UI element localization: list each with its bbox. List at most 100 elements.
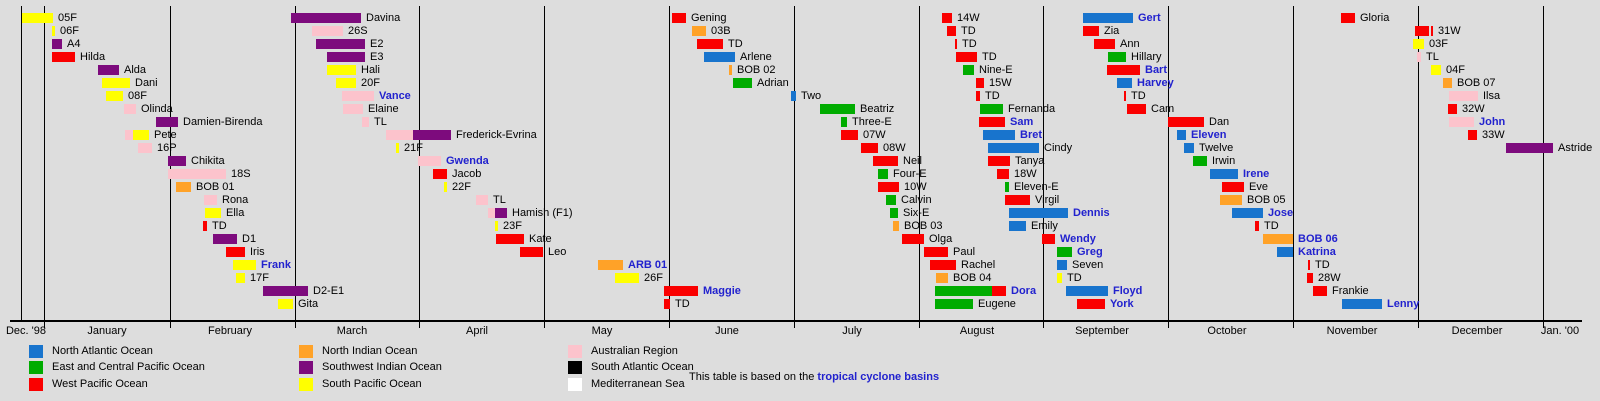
storm-label[interactable]: York <box>1110 298 1134 310</box>
axis-tick <box>1293 322 1294 328</box>
storm-label[interactable]: Wendy <box>1060 233 1096 245</box>
storm-label[interactable]: Harvey <box>1137 77 1174 89</box>
storm-label: 03F <box>1429 38 1448 50</box>
storm-label[interactable]: John <box>1479 116 1506 128</box>
storm-bar <box>520 247 543 257</box>
storm-bar <box>168 169 226 179</box>
month-label: August <box>959 325 995 337</box>
storm-bar <box>992 286 1006 296</box>
storm-bar <box>433 169 447 179</box>
legend-label: East and Central Pacific Ocean <box>52 361 205 373</box>
storm-bar <box>791 91 796 101</box>
legend-swatch-NIO <box>299 345 313 358</box>
storm-label: Pete <box>154 129 177 141</box>
storm-label: Elaine <box>368 103 399 115</box>
storm-label[interactable]: Sam <box>1010 116 1034 128</box>
storm-label: 28W <box>1318 272 1341 284</box>
storm-label[interactable]: Floyd <box>1113 285 1143 297</box>
storm-label: 18S <box>231 168 251 180</box>
storm-bar <box>203 221 207 231</box>
storm-label[interactable]: Greg <box>1077 246 1103 258</box>
month-label: October <box>1207 325 1247 337</box>
axis-line <box>10 320 1582 322</box>
storm-label: 16P <box>157 142 177 154</box>
storm-label[interactable]: Dora <box>1011 285 1037 297</box>
storm-label[interactable]: Lenny <box>1387 298 1420 310</box>
storm-label: BOB 03 <box>904 220 943 232</box>
storm-bar <box>1506 143 1553 153</box>
storm-label[interactable]: Bret <box>1020 129 1043 141</box>
storm-label: Hali <box>361 64 380 76</box>
storm-label: Hamish (F1) <box>512 207 573 219</box>
axis-tick <box>1543 322 1544 328</box>
storm-label: D2-E1 <box>313 285 345 297</box>
storm-label: 26F <box>644 272 663 284</box>
storm-bar <box>988 143 1039 153</box>
storm-label[interactable]: Bart <box>1145 64 1168 76</box>
storm-label[interactable]: Maggie <box>703 285 741 297</box>
storm-label: Adrian <box>757 77 789 89</box>
storm-label: A4 <box>67 38 81 50</box>
axis-tick <box>44 322 45 328</box>
storm-bar <box>236 273 245 283</box>
legend-swatch-SWIO <box>299 361 313 374</box>
storm-bar <box>22 13 53 23</box>
storm-bar <box>1263 234 1293 244</box>
storm-bar <box>1177 130 1186 140</box>
storm-label[interactable]: Eleven <box>1191 129 1227 141</box>
storm-bar <box>664 299 670 309</box>
month-gridline <box>1418 6 1419 320</box>
legend-swatch-Aus <box>568 345 582 358</box>
storm-label: Damien-Birenda <box>183 116 263 128</box>
tropical-cyclone-basins-link[interactable]: tropical cyclone basins <box>817 371 940 383</box>
storm-label: E3 <box>370 51 384 63</box>
storm-bar <box>942 13 952 23</box>
storm-label: Four-E <box>893 168 927 180</box>
storm-bar <box>1449 91 1478 101</box>
storm-bar <box>1042 234 1055 244</box>
storm-label: TL <box>493 194 506 206</box>
storm-label: TD <box>1067 272 1082 284</box>
storm-label: Eve <box>1249 181 1268 193</box>
storm-bar <box>205 208 221 218</box>
storm-label: E2 <box>370 38 384 50</box>
storm-bar <box>1308 260 1310 270</box>
storm-bar <box>386 130 413 140</box>
storm-label: Emily <box>1031 220 1058 232</box>
storm-label[interactable]: Frank <box>261 259 291 271</box>
storm-label: Ann <box>1120 38 1140 50</box>
axis-tick <box>919 322 920 328</box>
storm-label: TL <box>374 116 387 128</box>
storm-label[interactable]: ARB 01 <box>628 259 668 271</box>
storm-bar <box>963 65 974 75</box>
storm-bar <box>102 78 130 88</box>
storm-bar <box>733 78 752 88</box>
storm-label[interactable]: Dennis <box>1073 207 1110 219</box>
storm-label: Twelve <box>1199 142 1234 154</box>
storm-label[interactable]: Katrina <box>1298 246 1336 258</box>
storm-label[interactable]: Vance <box>379 90 411 102</box>
storm-label: TD <box>1264 220 1279 232</box>
month-gridline <box>1168 6 1169 320</box>
storm-bar <box>1417 52 1421 62</box>
storm-bar <box>1127 104 1146 114</box>
storm-label[interactable]: Irene <box>1243 168 1270 180</box>
storm-label[interactable]: Gert <box>1138 12 1161 24</box>
storm-label[interactable]: Jose <box>1268 207 1294 219</box>
storm-bar <box>156 117 178 127</box>
storm-bar <box>1313 286 1327 296</box>
storm-label: TD <box>1131 90 1146 102</box>
storm-bar <box>1124 91 1126 101</box>
storm-bar <box>1005 182 1009 192</box>
month-gridline <box>1043 6 1044 320</box>
month-gridline <box>669 6 670 320</box>
storm-label[interactable]: BOB 06 <box>1298 233 1338 245</box>
storm-label: TD <box>212 220 227 232</box>
storm-label: Hillary <box>1131 51 1162 63</box>
month-gridline <box>1293 6 1294 320</box>
month-label: September <box>1075 325 1129 337</box>
storm-bar <box>291 13 361 23</box>
legend-swatch-SAtl <box>568 361 582 374</box>
storm-label[interactable]: Gwenda <box>446 155 489 167</box>
storm-bar <box>396 143 399 153</box>
